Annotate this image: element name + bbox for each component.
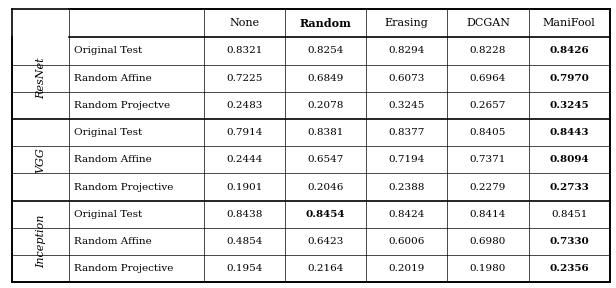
Text: 0.8381: 0.8381: [307, 128, 344, 137]
Text: 0.6849: 0.6849: [307, 74, 344, 83]
Text: 0.7330: 0.7330: [549, 237, 589, 246]
Text: 0.8254: 0.8254: [307, 46, 344, 56]
Text: 0.8438: 0.8438: [226, 210, 262, 219]
Text: 0.8443: 0.8443: [549, 128, 589, 137]
Text: 0.1980: 0.1980: [470, 264, 506, 273]
Text: Random Projective: Random Projective: [74, 183, 173, 192]
Text: Random Projective: Random Projective: [74, 264, 173, 273]
Text: 0.2046: 0.2046: [307, 183, 344, 192]
Text: 0.3245: 0.3245: [389, 101, 425, 110]
Text: None: None: [229, 18, 259, 28]
Text: 0.2164: 0.2164: [307, 264, 344, 273]
Text: 0.2356: 0.2356: [549, 264, 589, 273]
Text: 0.2279: 0.2279: [470, 183, 506, 192]
Text: 0.8294: 0.8294: [389, 46, 425, 56]
Text: 0.8414: 0.8414: [470, 210, 506, 219]
Text: 0.6964: 0.6964: [470, 74, 506, 83]
Text: Random Affine: Random Affine: [74, 74, 152, 83]
Text: 0.2444: 0.2444: [226, 155, 262, 164]
Text: 0.1954: 0.1954: [226, 264, 262, 273]
Text: Random Projectve: Random Projectve: [74, 101, 170, 110]
Text: 0.2657: 0.2657: [470, 101, 506, 110]
Text: Random Affine: Random Affine: [74, 155, 152, 164]
Text: 0.8377: 0.8377: [389, 128, 425, 137]
Text: 0.2078: 0.2078: [307, 101, 344, 110]
Text: 0.8424: 0.8424: [389, 210, 425, 219]
Text: Random Affine: Random Affine: [74, 237, 152, 246]
Text: 0.7225: 0.7225: [226, 74, 262, 83]
Text: 0.8405: 0.8405: [470, 128, 506, 137]
Text: 0.8228: 0.8228: [470, 46, 506, 56]
Text: ManiFool: ManiFool: [543, 18, 596, 28]
Text: 0.7194: 0.7194: [389, 155, 425, 164]
Text: DCGAN: DCGAN: [466, 18, 510, 28]
Text: 0.2388: 0.2388: [389, 183, 425, 192]
Text: Random: Random: [299, 18, 351, 29]
Text: 0.2483: 0.2483: [226, 101, 262, 110]
Text: Original Test: Original Test: [74, 128, 142, 137]
Text: Erasing: Erasing: [385, 18, 429, 28]
Text: ResNet: ResNet: [36, 57, 46, 99]
Text: 0.4854: 0.4854: [226, 237, 262, 246]
Text: 0.8094: 0.8094: [549, 155, 589, 164]
Text: 0.7371: 0.7371: [470, 155, 506, 164]
Text: 0.2733: 0.2733: [549, 183, 589, 192]
Text: 0.8426: 0.8426: [549, 46, 589, 56]
Text: 0.6980: 0.6980: [470, 237, 506, 246]
Text: Original Test: Original Test: [74, 210, 142, 219]
Text: 0.1901: 0.1901: [226, 183, 262, 192]
Text: 0.8454: 0.8454: [306, 210, 345, 219]
Text: 0.6073: 0.6073: [389, 74, 425, 83]
Text: 0.6547: 0.6547: [307, 155, 344, 164]
Text: 0.7970: 0.7970: [549, 74, 589, 83]
Text: VGG: VGG: [36, 147, 46, 173]
Text: 0.3245: 0.3245: [549, 101, 589, 110]
Text: 0.8451: 0.8451: [551, 210, 588, 219]
Text: 0.6006: 0.6006: [389, 237, 425, 246]
Text: 0.7914: 0.7914: [226, 128, 262, 137]
Text: 0.2019: 0.2019: [389, 264, 425, 273]
Text: 0.6423: 0.6423: [307, 237, 344, 246]
Text: Inception: Inception: [36, 215, 46, 268]
Text: 0.8321: 0.8321: [226, 46, 262, 56]
Text: Original Test: Original Test: [74, 46, 142, 56]
